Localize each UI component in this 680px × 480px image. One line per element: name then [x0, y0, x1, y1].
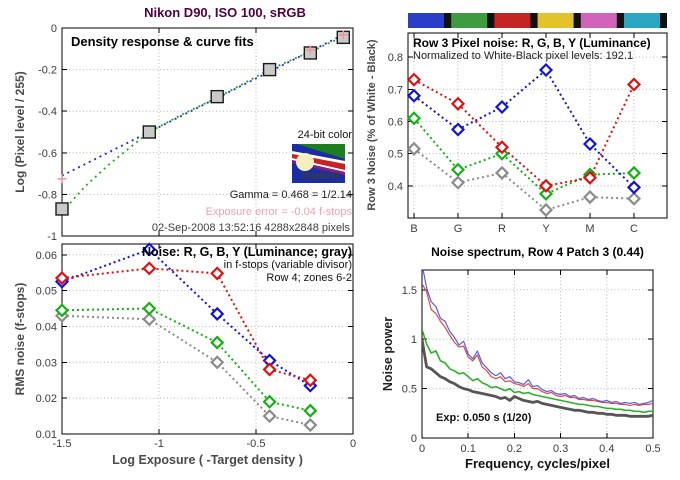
fit-reference-markers	[57, 30, 348, 184]
logo-moon-icon	[296, 153, 314, 171]
series-Y	[54, 308, 318, 433]
spectrum-series	[422, 270, 653, 418]
svg-text:0: 0	[350, 438, 356, 450]
svg-text:0.8: 0.8	[388, 52, 403, 64]
svg-text:0.5: 0.5	[402, 384, 417, 396]
noise-spectrum-chart-title: Noise spectrum, Row 4 Patch 3 (0.44)	[431, 245, 644, 259]
spectrum-series-B	[422, 270, 653, 405]
svg-text:0.01: 0.01	[36, 429, 57, 441]
svg-text:Y: Y	[542, 223, 550, 235]
rms-noise-chart-subtitle2: Row 4; zones 6-2	[266, 272, 352, 284]
svg-text:0.5: 0.5	[645, 443, 660, 455]
exposure-error-annotation: Exposure error = -0.04 f-stops	[205, 206, 352, 218]
series-Y	[406, 141, 642, 218]
series-B	[406, 62, 642, 195]
logo-wordmark: Imatest	[301, 170, 341, 182]
density-chart-title: Density response & curve fits	[71, 34, 254, 49]
log-exposure-x-axis-label: Log Exposure ( -Target density )	[112, 453, 303, 467]
svg-text:-0.5: -0.5	[247, 438, 266, 450]
svg-text:B: B	[410, 223, 417, 235]
gamma-annotation: Gamma = 0.468 = 1/2.14	[229, 189, 352, 201]
svg-text:0.02: 0.02	[36, 393, 57, 405]
svg-text:0.04: 0.04	[36, 321, 57, 333]
spectrum-series-R	[422, 283, 653, 406]
svg-text:0.7: 0.7	[388, 84, 403, 96]
color-depth-label: 24-bit color	[297, 129, 352, 141]
svg-text:0.2: 0.2	[507, 443, 522, 455]
svg-text:0.4: 0.4	[388, 181, 403, 193]
frequency-x-axis-label: Frequency, cycles/pixel	[465, 456, 610, 471]
svg-text:-0.6: -0.6	[38, 148, 57, 160]
svg-text:0.1: 0.1	[461, 443, 476, 455]
svg-text:0.5: 0.5	[388, 149, 403, 161]
svg-text:-0.8: -0.8	[38, 189, 57, 201]
svg-text:-1.5: -1.5	[53, 438, 72, 450]
svg-text:0: 0	[411, 433, 417, 445]
rms-noise-chart-subtitle1: in f-stops (variable divisor)	[223, 259, 352, 271]
capture-datetime-and-size: 02-Sep-2008 13:52:16 4288x2848 pixels	[151, 222, 350, 234]
density-y-axis-label: Log (Pixel level / 255)	[13, 71, 27, 193]
figure-title: Nikon D90, ISO 100, sRGB	[144, 5, 306, 20]
logo-green-triangle	[297, 144, 345, 159]
svg-text:-0.2: -0.2	[38, 65, 57, 77]
svg-text:0.4: 0.4	[599, 443, 614, 455]
pixel-noise-y-axis-label: Row 3 Noise (% of White - Black)	[366, 39, 378, 211]
series-R	[406, 72, 642, 193]
svg-text:0.05: 0.05	[36, 286, 57, 298]
noise-power-y-axis-label: Noise power	[381, 316, 395, 392]
svg-text:1: 1	[411, 334, 417, 346]
series-G	[54, 301, 318, 418]
svg-text:-0.4: -0.4	[38, 106, 57, 118]
svg-text:C: C	[630, 223, 638, 235]
svg-text:M: M	[585, 223, 594, 235]
pixel-noise-chart-subtitle: Normalized to White-Black pixel levels: …	[413, 50, 634, 62]
svg-text:G: G	[454, 223, 463, 235]
svg-text:0.3: 0.3	[553, 443, 568, 455]
rms-noise-chart-title: Noise: R, G, B, Y (Luminance; gray)	[142, 245, 352, 259]
svg-text:0.06: 0.06	[36, 250, 57, 262]
svg-text:-1: -1	[154, 438, 164, 450]
exposure-annotation: Exp: 0.050 s (1/20)	[436, 412, 532, 424]
svg-text:0: 0	[51, 23, 57, 35]
spectrum-series-G	[422, 329, 653, 414]
svg-text:0.6: 0.6	[388, 116, 403, 128]
series-R	[54, 261, 318, 388]
svg-text:R: R	[498, 223, 506, 235]
svg-text:0: 0	[419, 443, 425, 455]
svg-text:1.5: 1.5	[402, 285, 417, 297]
rms-noise-y-axis-label: RMS noise (f-stops)	[13, 282, 27, 396]
svg-text:-1: -1	[47, 231, 57, 243]
svg-text:0.03: 0.03	[36, 357, 57, 369]
patch-color-bar	[408, 13, 667, 28]
spectrum-series-Y	[422, 338, 653, 418]
pixel-noise-chart-title: Row 3 Pixel noise: R, G, B, Y (Luminance…	[413, 36, 651, 50]
imatest-logo: Imatest	[292, 144, 345, 183]
